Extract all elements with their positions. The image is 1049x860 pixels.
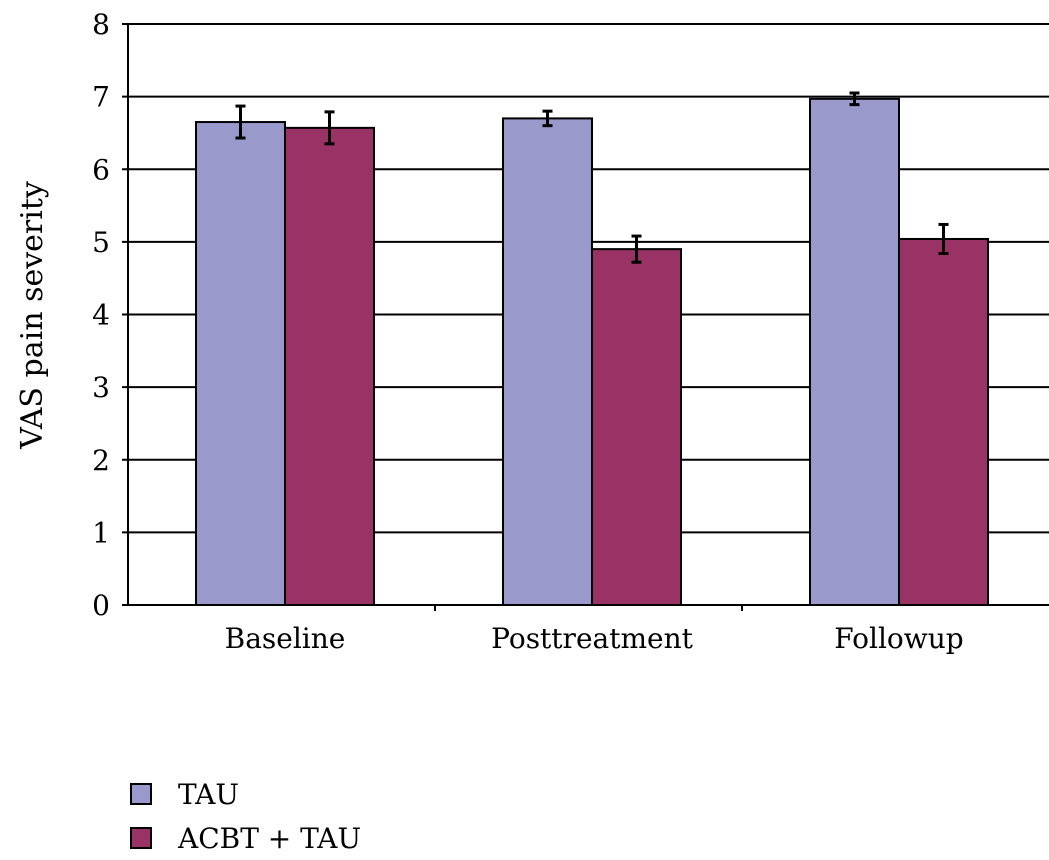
- y-tick-label: 4: [92, 299, 110, 332]
- bar: [591, 248, 682, 606]
- bar: [284, 126, 375, 606]
- y-tick-label: 7: [92, 81, 110, 114]
- y-tick-label: 6: [92, 153, 110, 186]
- bar: [502, 117, 593, 606]
- y-tick-label: 8: [92, 8, 110, 41]
- legend: TAU ACBT + TAU: [130, 772, 361, 860]
- legend-swatch-tau: [130, 783, 152, 805]
- legend-label-acbt-tau: ACBT + TAU: [178, 821, 362, 855]
- x-tick-label: Posttreatment: [491, 622, 693, 655]
- y-tick-label: 3: [92, 371, 110, 404]
- legend-swatch-acbt-tau: [130, 827, 152, 849]
- x-tick-label: Baseline: [225, 622, 346, 655]
- bar: [809, 97, 900, 607]
- legend-label-tau: TAU: [178, 777, 239, 811]
- y-tick-label: 1: [92, 516, 110, 549]
- x-tick-label: Followup: [834, 622, 963, 655]
- y-axis-label: VAS pain severity: [15, 181, 50, 450]
- legend-item-acbt-tau: ACBT + TAU: [130, 816, 361, 860]
- y-tick-label: 2: [92, 444, 110, 477]
- bars: [195, 91, 989, 607]
- y-tick-label: 5: [92, 226, 110, 259]
- y-tick-labels: 0 1 2 3 4 5 6 7 8: [92, 8, 128, 622]
- bar: [195, 121, 286, 606]
- legend-item-tau: TAU: [130, 772, 361, 816]
- bar: [898, 237, 989, 606]
- y-tick-label: 0: [92, 589, 110, 622]
- x-tick-labels: Baseline Posttreatment Followup: [225, 622, 964, 655]
